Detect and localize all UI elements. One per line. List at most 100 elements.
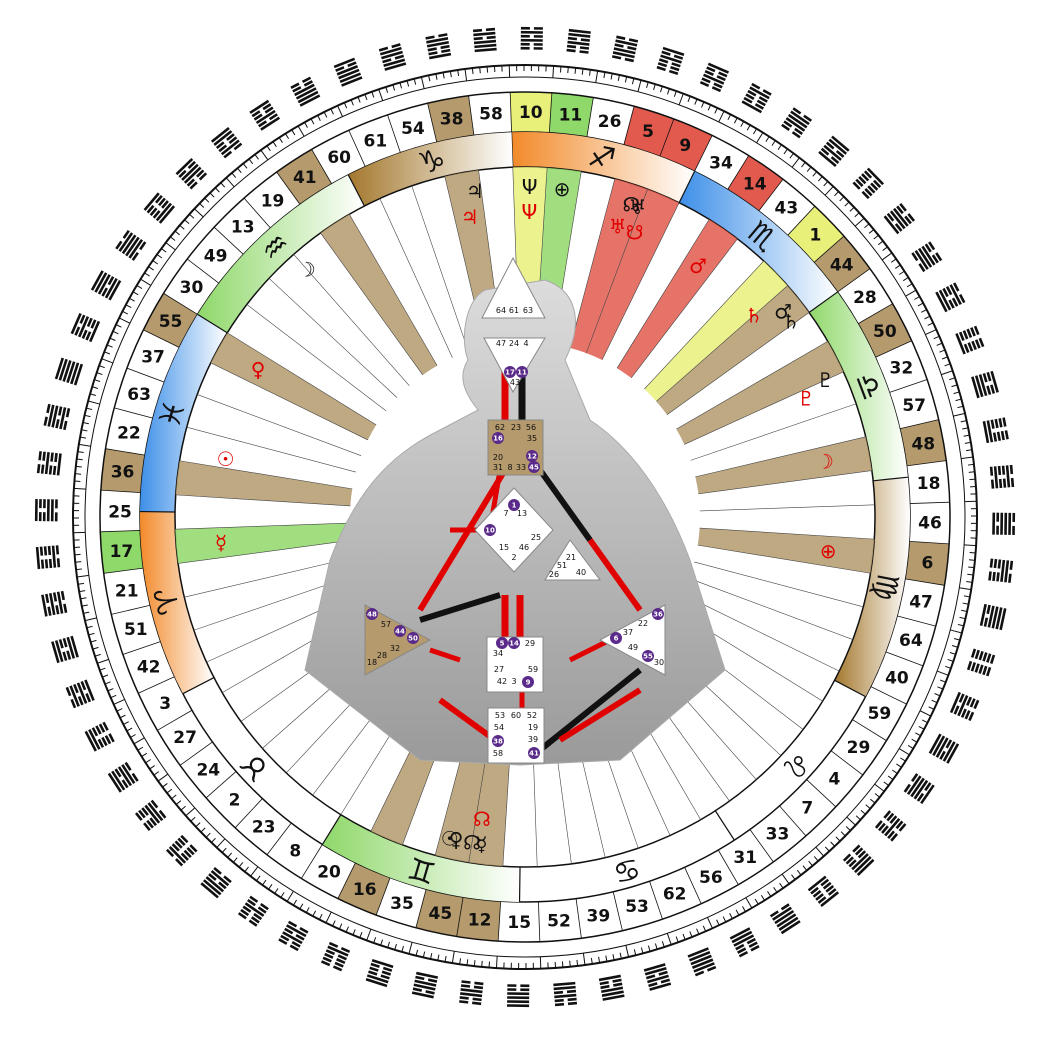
gate-number: 2 — [511, 553, 516, 562]
gate-number: 4 — [523, 339, 528, 348]
gate-label: 36 — [111, 463, 135, 483]
gate-label: 53 — [625, 897, 649, 917]
zodiac-sign-icon: ♉ — [234, 745, 278, 789]
gate-number: 27 — [494, 665, 504, 674]
gate-label: 44 — [830, 256, 854, 276]
gate-number: 5 — [500, 640, 505, 648]
planet-icon: ☋ — [626, 220, 644, 244]
hexagram-icon — [238, 896, 269, 927]
gate-label: 28 — [853, 288, 877, 308]
planet-icon: ♂ — [689, 254, 707, 278]
planet-icon: ☿ — [215, 531, 227, 555]
gate-label: 39 — [587, 906, 611, 926]
gate-number: 7 — [503, 509, 508, 518]
planet-icon: ♃ — [466, 179, 484, 203]
gate-label: 58 — [479, 104, 503, 124]
gate-number: 10 — [485, 527, 495, 535]
hexagram-icon — [988, 558, 1013, 582]
gate-number: 35 — [527, 434, 537, 443]
gate-label: 32 — [889, 358, 913, 378]
hexagram-icon — [852, 168, 884, 200]
hexagram-icon — [950, 692, 979, 721]
hexagram-icon — [990, 465, 1014, 489]
hexagram-icon — [200, 867, 231, 898]
gate-number: 41 — [529, 750, 539, 758]
gate-number: 36 — [653, 611, 663, 619]
gate-label: 8 — [289, 842, 301, 862]
gate-label: 31 — [733, 848, 757, 868]
hexagram-icon — [955, 326, 984, 355]
gate-label: 42 — [137, 658, 161, 678]
gate-label: 34 — [709, 154, 733, 174]
gate-number: 45 — [529, 464, 539, 472]
gate-number: 49 — [628, 643, 638, 652]
gate-number: 50 — [408, 635, 418, 643]
hexagram-icon — [688, 947, 717, 976]
gate-label: 5 — [642, 122, 654, 142]
gate-number: 11 — [517, 369, 527, 377]
planet-icon: ♅ — [629, 195, 647, 219]
gate-number: 24 — [509, 339, 519, 348]
gate-label: 46 — [918, 514, 942, 534]
gate-label: 27 — [173, 728, 197, 748]
planet-icon: ⊕ — [554, 177, 571, 201]
planet-icon: ☉ — [217, 447, 235, 471]
gate-label: 35 — [390, 894, 414, 914]
planet-icon: ☽ — [816, 450, 834, 474]
hexagram-icon — [334, 58, 363, 87]
gate-label: 52 — [547, 912, 571, 932]
hexagram-icon — [507, 984, 529, 1007]
hexagram-icon — [808, 876, 839, 907]
gate-number: 6 — [614, 635, 619, 643]
hexagram-icon — [108, 762, 139, 793]
hexagram-icon — [412, 972, 438, 999]
gate-label: 16 — [353, 880, 377, 900]
gate-label: 33 — [766, 825, 790, 845]
gate-number: 38 — [493, 738, 503, 746]
gate-number: 63 — [523, 306, 533, 315]
hexagram-icon — [249, 100, 280, 131]
hexagram-icon — [553, 982, 577, 1006]
gate-number: 47 — [496, 339, 506, 348]
hexagram-icon — [473, 28, 497, 52]
gate-number: 59 — [528, 665, 538, 674]
gate-label: 24 — [196, 760, 220, 780]
gate-label: 25 — [108, 502, 132, 522]
hexagram-icon — [980, 604, 1007, 630]
planet-icon: Ψ — [521, 200, 537, 224]
gate-label: 2 — [229, 790, 241, 810]
planet-icon: ☽ — [298, 257, 316, 281]
hexagram-icon — [657, 47, 685, 75]
hexagram-icon — [211, 127, 242, 158]
gate-label: 9 — [679, 136, 691, 156]
gate-label: 41 — [293, 168, 317, 188]
hexagram-icon — [66, 680, 95, 709]
gate-number: 56 — [526, 423, 536, 432]
gate-label: 17 — [110, 542, 134, 562]
gate-number: 20 — [493, 453, 503, 462]
planet-icon: ☿ — [475, 832, 487, 856]
gate-number: 18 — [367, 658, 377, 667]
gate-label: 45 — [429, 904, 453, 924]
gate-number: 37 — [623, 628, 633, 637]
gate-number: 39 — [528, 735, 538, 744]
gate-number: 32 — [390, 644, 400, 653]
gate-label: 15 — [507, 913, 531, 933]
gate-number: 54 — [494, 723, 504, 732]
gate-label: 54 — [401, 119, 425, 139]
gate-number: 48 — [367, 611, 377, 619]
hexagram-icon — [967, 649, 995, 677]
hexagram-icon — [37, 451, 62, 475]
planet-icon: ♄ — [745, 303, 763, 327]
gate-label: 18 — [917, 474, 941, 494]
gate-label: 12 — [468, 910, 492, 930]
hexagram-icon — [971, 371, 999, 398]
hexagram-icon — [51, 636, 79, 663]
planet-icon: ♇ — [816, 368, 834, 392]
hexagram-icon — [599, 975, 625, 1001]
gate-label: 56 — [699, 868, 723, 888]
gate-number: 17 — [505, 369, 515, 377]
planet-icon: ☉ — [441, 826, 459, 850]
gate-label: 62 — [663, 884, 687, 904]
gate-label: 11 — [559, 106, 583, 126]
